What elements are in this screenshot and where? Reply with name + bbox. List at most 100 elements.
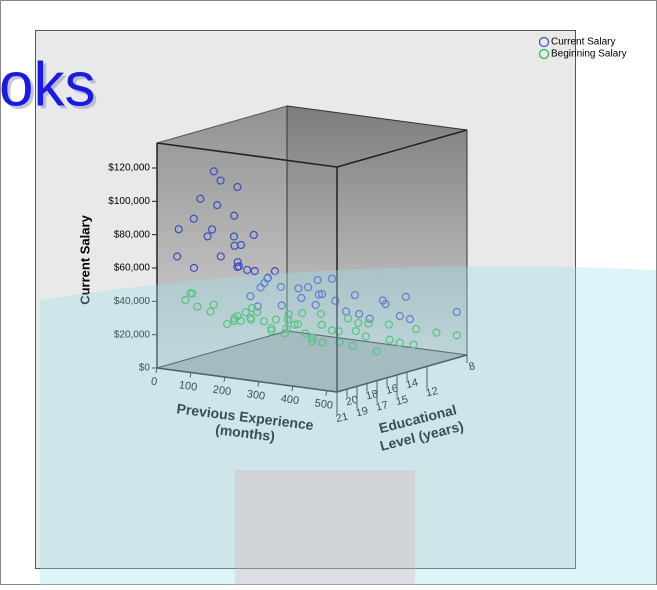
x-tick [257,381,260,387]
x-tick-label: 100 [178,379,198,393]
point [230,241,239,250]
point [308,333,317,342]
point [233,182,242,192]
watermark-shadow: oks [2,53,98,122]
z-tick-label: 12 [425,385,440,400]
x-tick-label: 200 [212,384,232,398]
axes: $0 $20,000 $40,000 $60,000 $80,000 $100,000 $1… [108,163,476,426]
point [209,300,218,309]
z-tick-label: 14 [405,377,420,392]
point [350,290,360,300]
point [293,320,303,329]
y-tick-label: $60,000 [114,263,151,274]
point [216,252,225,261]
point [354,318,363,328]
point [253,302,262,311]
point [334,327,343,336]
point [311,300,320,310]
point [243,265,252,275]
point [409,340,418,349]
point [173,252,182,261]
point [361,332,370,341]
box-edge [336,354,468,393]
z-tick-label: 19 [355,405,370,420]
point [316,309,326,318]
point [290,320,299,329]
point [259,317,269,326]
point [267,326,276,335]
point [206,307,215,316]
legend-label: Beginning Salary [551,49,627,60]
x-tick [325,390,328,396]
y-tick-label: $40,000 [114,296,151,307]
z-tick-label: 20 [345,394,360,409]
y-tick-label: $80,000 [114,229,151,240]
point [246,292,255,301]
x-tick [155,367,158,374]
box-edge [156,142,338,168]
watermark-text: oks [0,50,95,119]
point [247,303,257,313]
point [230,314,239,323]
point [294,284,303,293]
point [181,296,190,305]
point [250,266,259,276]
point [193,302,202,311]
point [327,274,337,283]
x-tick-label: 500 [314,397,334,411]
y-tick-label: $100,000 [108,196,150,207]
point [411,324,421,334]
x-tick-label: 300 [246,388,266,402]
point [249,230,258,240]
point [314,290,323,299]
z-tick-label: 18 [365,388,380,403]
point [282,324,291,333]
x-tick [189,372,192,378]
point [297,293,306,303]
point [372,347,381,356]
point [298,308,307,318]
point [230,211,239,220]
point [385,335,394,344]
point [280,329,290,338]
point [189,263,199,273]
point [348,341,357,350]
point [213,201,222,210]
point [395,338,404,347]
y-axis-title: Current Salary [77,214,92,304]
point [196,194,205,203]
point [189,214,198,223]
point [432,328,441,337]
point [233,262,242,272]
y-tick-label: $0 [139,363,151,374]
point [304,283,313,292]
point [260,278,269,288]
point [365,314,374,323]
point [452,331,461,340]
legend-label: Current Salary [551,37,615,48]
box [156,105,468,393]
point [317,320,326,329]
point [381,300,390,309]
point [284,310,293,319]
point [317,289,327,299]
box-edge [336,129,468,168]
point [216,176,225,185]
x-tick [291,386,294,392]
point [188,289,197,298]
point [307,337,317,346]
point [331,296,340,305]
point [395,311,404,321]
point [174,225,183,234]
point [335,338,344,347]
point [344,314,353,323]
point [276,282,286,292]
point [452,307,461,317]
point [209,167,218,176]
z-tick-label: 8 [468,360,477,373]
point [223,319,232,329]
point [247,315,256,324]
